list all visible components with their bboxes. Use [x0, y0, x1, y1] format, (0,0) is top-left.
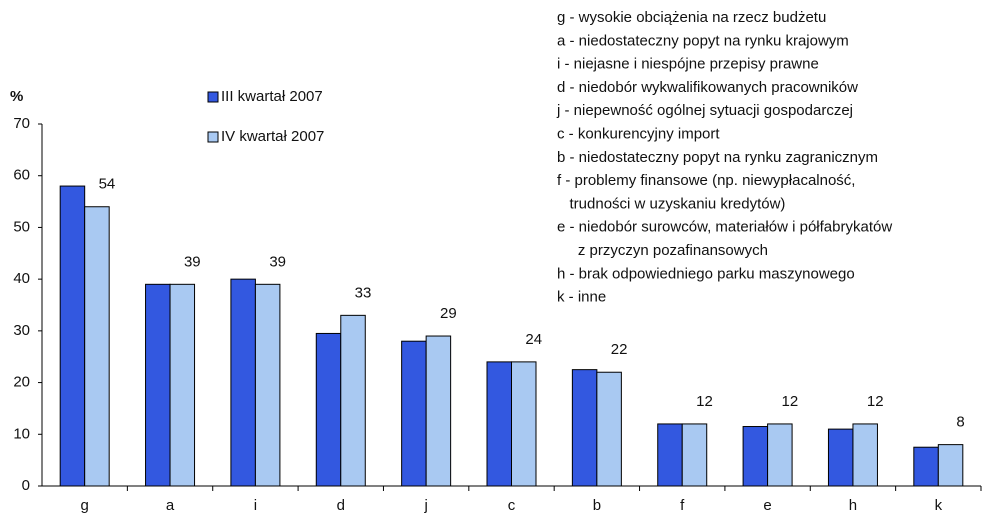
legend-swatch — [207, 91, 219, 103]
x-tick-label: g — [81, 497, 89, 514]
bar — [596, 371, 622, 487]
bar — [169, 283, 196, 487]
bar — [913, 446, 939, 487]
bar — [742, 426, 769, 487]
note: h - brak odpowiedniego parku maszynowego — [557, 265, 855, 282]
bar — [511, 361, 537, 487]
note: b - niedostateczny popyt na rynku zagran… — [557, 149, 878, 166]
note: d - niedobór wykwalifikowanych pracownik… — [557, 79, 858, 96]
legend-swatch — [207, 131, 219, 143]
note: trudności w uzyskaniu kredytów) — [557, 195, 785, 212]
note: f - problemy finansowe (np. niewypłacaln… — [557, 172, 855, 189]
bar — [827, 428, 854, 487]
note: k - inne — [557, 289, 606, 306]
bar — [230, 278, 256, 487]
note: a - niedostateczny popyt na rynku krajow… — [557, 32, 849, 49]
x-tick-label: h — [849, 497, 857, 514]
x-tick-label: i — [254, 497, 257, 514]
x-tick-label: b — [593, 497, 601, 514]
data-label: 33 — [355, 284, 372, 301]
bar — [852, 423, 878, 487]
x-tick-label: f — [680, 497, 685, 514]
bar — [657, 423, 683, 487]
data-label: 22 — [611, 341, 628, 358]
bar — [401, 340, 427, 487]
data-label: 8 — [956, 414, 964, 431]
bar — [767, 423, 793, 487]
note: j - niepewność ogólnej sytuacji gospodar… — [556, 102, 853, 119]
data-label: 12 — [781, 393, 798, 410]
data-label: 39 — [184, 253, 201, 270]
note: z przyczyn pozafinansowych — [557, 242, 768, 259]
bar — [486, 361, 512, 487]
x-tick-label: k — [935, 497, 943, 514]
bar — [937, 444, 964, 487]
y-tick-label: 70 — [13, 115, 30, 132]
legend-label: III kwartał 2007 — [221, 88, 323, 105]
note: e - niedobór surowców, materiałów i półf… — [557, 219, 892, 236]
note: g - wysokie obciążenia na rzecz budżetu — [557, 9, 826, 26]
y-tick-label: 10 — [13, 425, 30, 442]
y-tick-label: 60 — [13, 167, 30, 184]
bar — [571, 369, 598, 487]
y-tick-label: 20 — [13, 374, 30, 391]
bar — [425, 335, 452, 487]
bar — [59, 185, 86, 487]
data-label: 12 — [867, 393, 884, 410]
y-axis-label: % — [10, 88, 23, 105]
note: c - konkurencyjny import — [557, 125, 720, 142]
y-tick-label: 30 — [13, 322, 30, 339]
bar — [681, 423, 708, 487]
legend-label: IV kwartał 2007 — [221, 128, 324, 145]
data-label: 54 — [99, 176, 116, 193]
x-tick-label: d — [337, 497, 345, 514]
bar — [315, 332, 342, 487]
bar — [340, 314, 366, 487]
x-tick-label: j — [423, 497, 427, 514]
data-label: 24 — [525, 331, 542, 348]
y-tick-label: 0 — [22, 477, 30, 494]
y-tick-label: 50 — [13, 218, 30, 235]
x-tick-label: c — [508, 497, 516, 514]
x-tick-label: a — [166, 497, 175, 514]
x-tick-label: e — [763, 497, 771, 514]
data-label: 39 — [269, 253, 286, 270]
data-label: 12 — [696, 393, 713, 410]
y-tick-label: 40 — [13, 270, 30, 287]
bar — [84, 206, 110, 487]
bar — [145, 283, 171, 487]
bar — [254, 283, 281, 487]
note: i - niejasne i niespójne przepisy prawne — [557, 56, 819, 73]
data-label: 29 — [440, 305, 457, 322]
